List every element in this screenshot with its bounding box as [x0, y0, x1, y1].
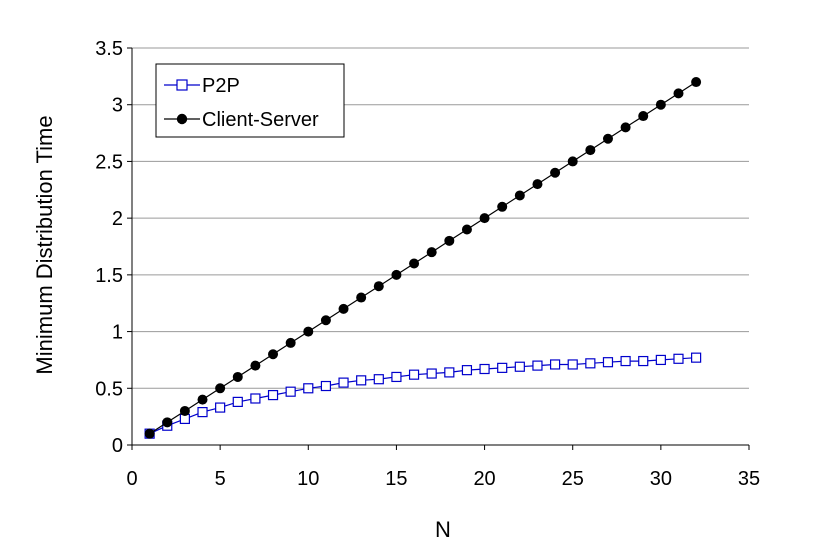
x-tick-label-7: 35 — [738, 468, 760, 490]
y-tick-label-1: 0.5 — [95, 378, 123, 400]
point-client-server-28 — [638, 111, 649, 122]
point-client-server-21 — [514, 190, 525, 201]
point-p2p-22 — [532, 360, 543, 371]
point-p2p-14 — [391, 371, 402, 383]
point-client-server-0 — [144, 428, 155, 439]
point-client-server-22 — [532, 179, 543, 190]
point-p2p-27 — [620, 355, 631, 367]
point-p2p-16 — [426, 368, 437, 379]
point-client-server-1 — [162, 417, 173, 428]
y-tick-label-0: 0 — [112, 435, 123, 457]
point-p2p-12 — [356, 375, 367, 386]
legend-p2p-label: P2P — [202, 75, 240, 97]
point-p2p-24 — [567, 359, 578, 370]
point-p2p-6 — [250, 393, 261, 404]
x-axis-title: N — [435, 517, 451, 542]
point-p2p-31 — [691, 352, 702, 363]
y-tick-label-6: 3 — [112, 95, 123, 117]
point-client-server-3 — [197, 394, 208, 405]
y-tick-label-4: 2 — [112, 208, 123, 230]
axes — [127, 47, 750, 450]
point-client-server-8 — [285, 337, 296, 348]
point-p2p-7 — [267, 389, 279, 401]
point-p2p-30 — [673, 353, 684, 364]
y-tick-label-2: 1 — [112, 322, 123, 344]
x-tick-label-6: 30 — [650, 468, 672, 490]
point-p2p-18 — [461, 365, 473, 376]
point-client-server-11 — [338, 303, 349, 314]
x-tick-label-3: 15 — [385, 468, 407, 490]
point-client-server-31 — [691, 77, 702, 88]
x-tick-label-4: 20 — [473, 468, 495, 490]
point-client-server-5 — [232, 371, 243, 382]
x-tick-label-0: 0 — [126, 468, 137, 490]
point-client-server-19 — [479, 213, 490, 224]
point-p2p-23 — [549, 359, 561, 370]
point-client-server-24 — [567, 156, 578, 167]
y-tick-label-5: 2.5 — [95, 151, 123, 173]
point-client-server-20 — [497, 201, 508, 212]
point-p2p-8 — [285, 386, 296, 397]
point-client-server-17 — [444, 235, 455, 246]
legend-client-server-label: Client-Server — [202, 109, 319, 131]
point-p2p-15 — [408, 369, 420, 380]
point-client-server-9 — [303, 326, 314, 337]
legend: P2P Client-Server — [155, 63, 345, 138]
y-tick-label-7: 3.5 — [95, 38, 123, 60]
point-p2p-10 — [320, 380, 332, 392]
point-p2p-5 — [232, 396, 243, 407]
point-client-server-2 — [179, 405, 190, 416]
point-client-server-23 — [550, 167, 561, 178]
point-client-server-4 — [215, 383, 226, 394]
legend-box — [155, 63, 345, 138]
point-p2p-11 — [338, 377, 349, 388]
point-p2p-29 — [655, 354, 666, 366]
point-client-server-10 — [320, 315, 331, 326]
point-p2p-21 — [514, 361, 525, 372]
point-client-server-12 — [356, 292, 367, 303]
point-client-server-14 — [391, 269, 402, 280]
point-client-server-18 — [461, 224, 472, 235]
point-p2p-25 — [585, 358, 596, 369]
point-client-server-15 — [409, 258, 420, 269]
point-client-server-6 — [250, 360, 261, 371]
point-client-server-30 — [673, 88, 684, 99]
point-client-server-7 — [268, 349, 279, 360]
series-group — [144, 77, 702, 439]
tick-labels: 0 0.5 1 1.5 2 2.5 3 3.5 0 5 10 15 20 25 30 35 — [95, 38, 760, 490]
point-client-server-26 — [602, 133, 613, 144]
point-p2p-13 — [373, 374, 384, 385]
point-p2p-3 — [197, 407, 208, 418]
legend-p2p-marker — [176, 79, 188, 91]
point-p2p-9 — [303, 383, 314, 394]
y-tick-label-3: 1.5 — [95, 265, 123, 287]
point-client-server-13 — [373, 281, 384, 292]
y-axis-title: Minimum Distribution Time — [32, 115, 57, 374]
x-tick-label-5: 25 — [562, 468, 584, 490]
series-line-p2p — [149, 357, 697, 435]
x-tick-label-2: 10 — [297, 468, 319, 490]
point-p2p-28 — [638, 355, 649, 367]
legend-client-server-marker — [176, 113, 188, 125]
point-p2p-4 — [215, 402, 226, 413]
point-p2p-19 — [479, 363, 490, 375]
point-client-server-27 — [620, 122, 631, 133]
x-tick-label-1: 5 — [215, 468, 226, 490]
point-client-server-25 — [585, 145, 596, 156]
point-p2p-20 — [497, 362, 508, 373]
point-client-server-16 — [426, 247, 437, 258]
point-p2p-26 — [602, 357, 614, 368]
point-p2p-17 — [444, 367, 455, 378]
point-client-server-29 — [655, 99, 666, 110]
